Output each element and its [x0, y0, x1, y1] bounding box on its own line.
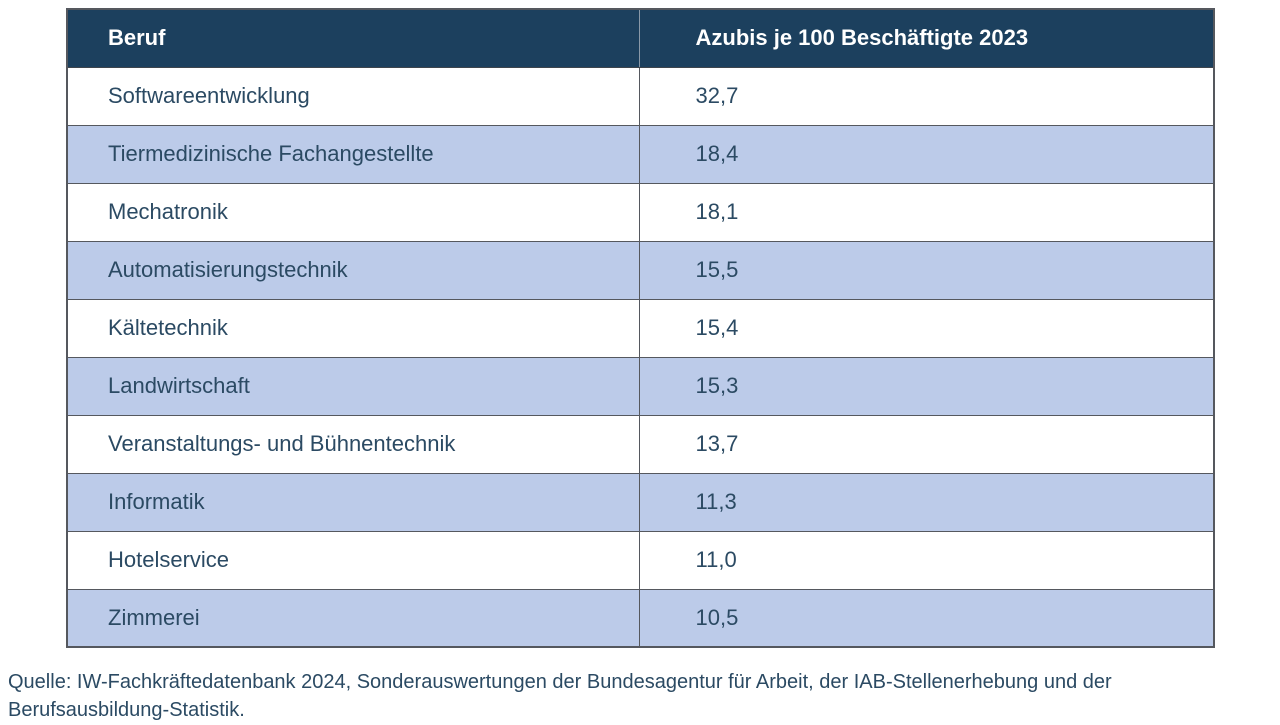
- cell-beruf: Hotelservice: [66, 530, 640, 590]
- cell-beruf: Softwareentwicklung: [66, 66, 640, 126]
- cell-value: 32,7: [638, 66, 1215, 126]
- cell-value: 15,5: [638, 240, 1215, 300]
- table-row: Tiermedizinische Fachangestellte 18,4: [66, 124, 1215, 184]
- cell-beruf: Veranstaltungs- und Bühnentechnik: [66, 414, 640, 474]
- cell-value: 10,5: [638, 588, 1215, 648]
- table-row: Softwareentwicklung 32,7: [66, 66, 1215, 126]
- table-row: Informatik 11,3: [66, 472, 1215, 532]
- table-header-row: Beruf Azubis je 100 Beschäftigte 2023: [66, 8, 1215, 68]
- column-header-beruf: Beruf: [66, 8, 640, 68]
- table-row: Zimmerei 10,5: [66, 588, 1215, 648]
- column-header-azubis: Azubis je 100 Beschäftigte 2023: [638, 8, 1215, 68]
- table-row: Veranstaltungs- und Bühnentechnik 13,7: [66, 414, 1215, 474]
- cell-value: 18,1: [638, 182, 1215, 242]
- azubi-ratio-table: Beruf Azubis je 100 Beschäftigte 2023 So…: [66, 8, 1215, 648]
- cell-value: 15,3: [638, 356, 1215, 416]
- cell-value: 11,3: [638, 472, 1215, 532]
- source-note: Quelle: IW-Fachkräftedatenbank 2024, Son…: [8, 671, 1112, 722]
- cell-value: 15,4: [638, 298, 1215, 358]
- table-row: Landwirtschaft 15,3: [66, 356, 1215, 416]
- cell-beruf: Automatisierungstechnik: [66, 240, 640, 300]
- cell-value: 18,4: [638, 124, 1215, 184]
- data-table: Beruf Azubis je 100 Beschäftigte 2023 So…: [66, 8, 1215, 648]
- table-row: Hotelservice 11,0: [66, 530, 1215, 590]
- cell-value: 13,7: [638, 414, 1215, 474]
- cell-value: 11,0: [638, 530, 1215, 590]
- table-row: Kältetechnik 15,4: [66, 298, 1215, 358]
- table-row: Automatisierungstechnik 15,5: [66, 240, 1215, 300]
- cell-beruf: Zimmerei: [66, 588, 640, 648]
- cell-beruf: Mechatronik: [66, 182, 640, 242]
- cell-beruf: Tiermedizinische Fachangestellte: [66, 124, 640, 184]
- cell-beruf: Landwirtschaft: [66, 356, 640, 416]
- table-row: Mechatronik 18,1: [66, 182, 1215, 242]
- cell-beruf: Informatik: [66, 472, 640, 532]
- cell-beruf: Kältetechnik: [66, 298, 640, 358]
